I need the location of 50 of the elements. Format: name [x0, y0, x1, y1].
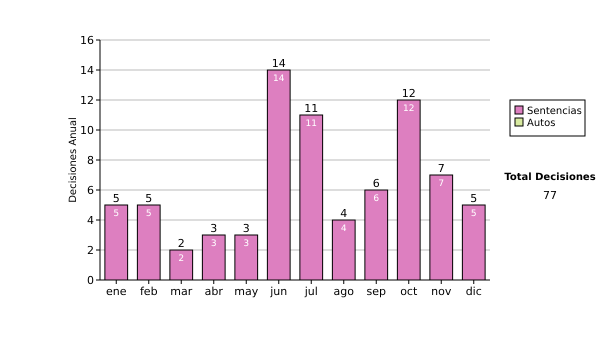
legend-label: Sentencias	[527, 106, 582, 117]
total-label: 14	[272, 57, 286, 70]
x-tick-label: mar	[170, 285, 193, 298]
y-tick-label: 14	[80, 64, 94, 77]
y-tick-label: 6	[87, 184, 94, 197]
total-label: 11	[304, 102, 318, 115]
data-label: 5	[113, 209, 120, 219]
data-label: 3	[210, 239, 217, 249]
total-label: 5	[112, 192, 120, 205]
total-label: 5	[470, 192, 478, 205]
total-label: 6	[372, 177, 380, 190]
total-label: 3	[242, 222, 250, 235]
data-label: 11	[306, 119, 317, 129]
x-tick-label: feb	[140, 285, 158, 298]
x-tick-label: oct	[400, 285, 418, 298]
y-axis-title: Decisiones Anual	[68, 117, 79, 203]
total-label: 4	[340, 207, 348, 220]
total-label: 2	[178, 237, 185, 250]
x-tick-label: jul	[304, 285, 318, 298]
y-tick-label: 2	[87, 244, 94, 257]
x-tick-label: abr	[204, 285, 224, 298]
legend-label: Autos	[527, 118, 556, 129]
text: Total Decisiones	[504, 172, 596, 183]
x-tick-label: ene	[106, 285, 127, 298]
data-label: 14	[273, 74, 285, 84]
total-label: 12	[402, 87, 416, 100]
y-tick-label: 16	[80, 34, 94, 47]
x-tick-label: dic	[466, 285, 482, 298]
x-tick-label: ago	[334, 285, 354, 298]
total-label: 5	[145, 192, 152, 205]
y-tick-label: 4	[87, 214, 94, 227]
data-label: 3	[243, 239, 250, 249]
data-label: 2	[178, 254, 184, 264]
total-label: 7	[438, 162, 445, 175]
total-label: 3	[210, 222, 218, 235]
data-label: 5	[470, 209, 477, 219]
x-tick-label: nov	[431, 285, 452, 298]
data-label: 12	[403, 104, 414, 114]
x-tick-label: sep	[366, 285, 386, 298]
x-tick-label: jun	[269, 285, 288, 298]
y-tick-label: 12	[80, 94, 94, 107]
data-label: 6	[373, 194, 380, 204]
text: 77	[543, 189, 557, 202]
data-label: 5	[146, 209, 152, 219]
y-tick-label: 8	[87, 154, 94, 167]
data-label: 4	[340, 224, 347, 234]
data-label: 7	[438, 179, 444, 189]
x-tick-label: may	[234, 285, 259, 298]
y-tick-label: 0	[87, 274, 94, 287]
y-tick-label: 10	[80, 124, 94, 137]
